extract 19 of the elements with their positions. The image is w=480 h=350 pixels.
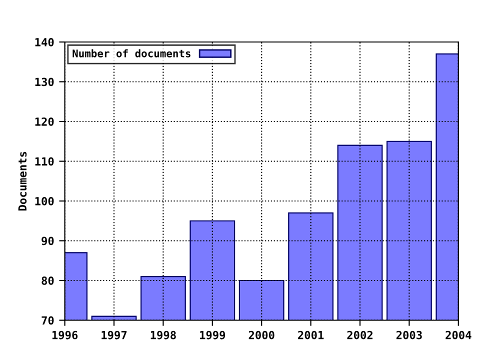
y-tick-label: 120 (35, 117, 54, 126)
x-tick-label: 2000 (248, 330, 274, 340)
x-tick-label: 2003 (396, 330, 422, 340)
x-tick-label: 2004 (446, 330, 472, 340)
y-tick-label: 130 (35, 78, 54, 86)
x-tick-label: 1999 (200, 330, 226, 340)
y-tick-label: 110 (35, 157, 54, 166)
x-tick-label: 1997 (102, 330, 127, 340)
y-tick-label: 90 (42, 236, 54, 246)
y-tick-label: 70 (42, 316, 54, 325)
y-tick-label: 140 (35, 38, 54, 46)
x-tick-label: 1998 (150, 330, 176, 340)
y-tick-label: 80 (42, 276, 54, 285)
y-tick-label: 100 (35, 196, 54, 206)
x-tick-label: 1996 (52, 330, 78, 340)
legend-label: Number of documents (72, 49, 190, 58)
x-tick-label: 2002 (347, 330, 372, 340)
x-tick-label: 2001 (298, 330, 324, 340)
y-axis-title: Documents (18, 152, 27, 210)
